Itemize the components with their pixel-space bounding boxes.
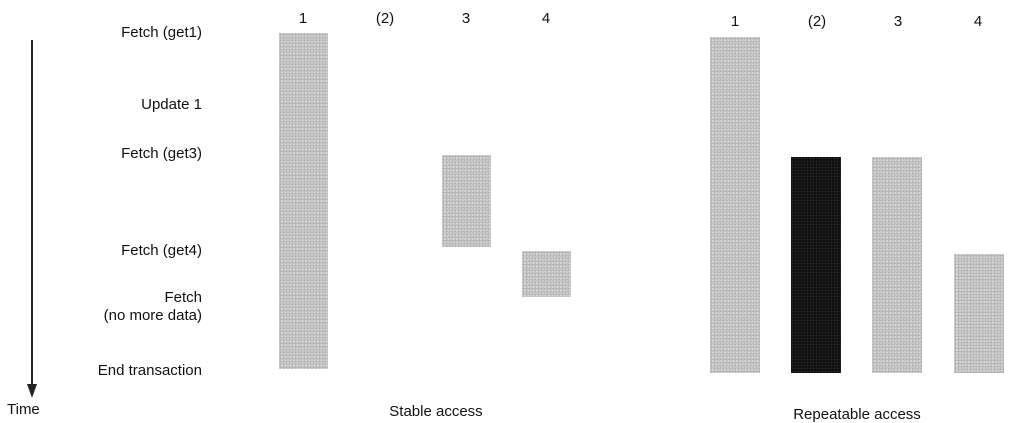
lock-bar-row-1	[710, 37, 760, 373]
time-axis-arrowhead	[27, 384, 37, 398]
lock-bar-row-4	[954, 254, 1004, 373]
event-fetch-no-more-data: Fetch (no more data)	[103, 289, 202, 324]
column-header-row-2: (2)	[807, 13, 827, 30]
column-header-row-3: 3	[461, 10, 471, 27]
lock-bar-row-3	[442, 155, 491, 247]
lock-bar-row-2	[791, 157, 841, 373]
column-header-row-4: 4	[973, 13, 983, 30]
event-update-1: Update 1	[141, 96, 202, 113]
column-header-row-4: 4	[541, 10, 551, 27]
time-axis-label: Time	[7, 401, 40, 418]
column-header-row-1: 1	[730, 13, 740, 30]
lock-bar-row-4	[522, 251, 571, 297]
event-fetch-get1: Fetch (get1)	[121, 24, 202, 41]
caption-repeatable-access: Repeatable access	[793, 406, 921, 423]
event-fetch-get3: Fetch (get3)	[121, 145, 202, 162]
event-end-transaction: End transaction	[97, 362, 202, 379]
time-axis-line	[31, 40, 33, 385]
column-header-row-2: (2)	[375, 10, 395, 27]
event-fetch-get4: Fetch (get4)	[121, 242, 202, 259]
lock-bar-row-1	[279, 33, 328, 369]
caption-stable-access: Stable access	[389, 403, 483, 420]
column-header-row-1: 1	[298, 10, 308, 27]
column-header-row-3: 3	[893, 13, 903, 30]
lock-bar-row-3	[872, 157, 922, 373]
